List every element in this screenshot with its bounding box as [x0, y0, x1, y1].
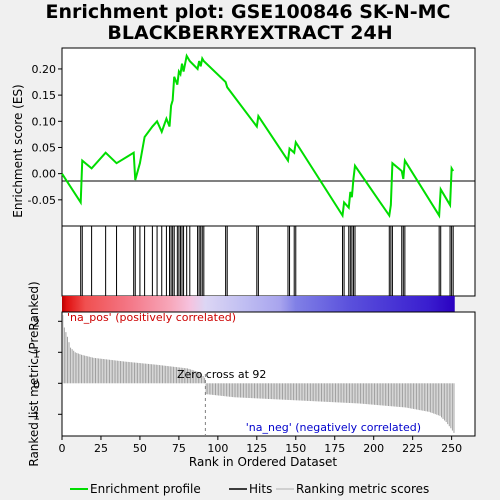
- es-y-tick-label: 0.05: [32, 141, 57, 154]
- es-y-tick-label: 0.00: [32, 168, 57, 181]
- chart-title-line-2: BLACKBERRYEXTRACT 24H: [107, 22, 392, 44]
- es-y-tick-label: -0.05: [28, 194, 56, 207]
- metric-x-tick-label: 250: [441, 442, 462, 455]
- metric-y-tick-label: 1: [33, 347, 40, 360]
- metric-x-tick-label: 50: [133, 442, 147, 455]
- metric-x-tick-label: 75: [172, 442, 186, 455]
- metric-x-tick-label: 200: [363, 442, 384, 455]
- metric-x-tick-label: 100: [207, 442, 228, 455]
- es-y-axis: -0.05 0.00 0.05 0.10 0.15 0.20: [28, 63, 62, 207]
- metric-bars: [62, 315, 455, 433]
- hits-panel: [61, 225, 476, 297]
- es-y-tick-label: 0.20: [32, 63, 57, 76]
- es-panel-background: [61, 47, 476, 227]
- metric-panel: -1 0 1 2 0 25 50 75 100 125 150 175 200 225 250 'na_p…: [27, 281, 476, 469]
- metric-y-tick-label: 0: [33, 378, 40, 391]
- es-y-tick-label: 0.10: [32, 115, 57, 128]
- metric-x-tick-label: 125: [246, 442, 267, 455]
- metric-x-tick-label: 175: [324, 442, 345, 455]
- neg-correlated-label: 'na_neg' (negatively correlated): [246, 421, 421, 434]
- pos-correlated-label: 'na_pos' (positively correlated): [67, 311, 236, 324]
- metric-y-axis-label: Ranked list metric (PreRanked): [27, 281, 41, 466]
- legend-label-enrichment-profile: Enrichment profile: [90, 482, 201, 496]
- metric-x-axis-label: Rank in Ordered Dataset: [189, 455, 337, 469]
- metric-y-tick-label: 2: [33, 316, 40, 329]
- rank-color-bar: [62, 296, 455, 312]
- zero-cross-label: Zero cross at 92: [177, 368, 266, 381]
- metric-panel-background: [61, 311, 476, 437]
- es-y-tick-label: 0.15: [32, 89, 57, 102]
- chart-title-line-1: Enrichment plot: GSE100846 SK-N-MC: [45, 1, 450, 23]
- metric-x-tick-label: 225: [402, 442, 423, 455]
- metric-x-tick-label: 0: [59, 442, 66, 455]
- legend: Enrichment profile Hits Ranking metric s…: [70, 482, 429, 496]
- es-y-axis-label: Enrichment score (ES): [11, 84, 25, 217]
- rank-color-bar-fill: [62, 296, 455, 312]
- es-panel: -0.05 0.00 0.05 0.10 0.15 0.20 Enrichment sco…: [11, 47, 476, 227]
- metric-y-axis: -1 0 1 2: [29, 316, 62, 422]
- metric-x-tick-label: 25: [94, 442, 108, 455]
- legend-label-ranking-metric: Ranking metric scores: [296, 482, 429, 496]
- hits-panel-background: [61, 225, 476, 297]
- legend-label-hits: Hits: [249, 482, 272, 496]
- metric-y-tick-label: -1: [29, 409, 40, 422]
- metric-x-tick-label: 150: [285, 442, 306, 455]
- hit-markers: [80, 226, 454, 296]
- enrichment-profile-line: [61, 53, 455, 219]
- metric-x-axis: 0 25 50 75 100 125 150 175 200 225 250: [59, 436, 462, 455]
